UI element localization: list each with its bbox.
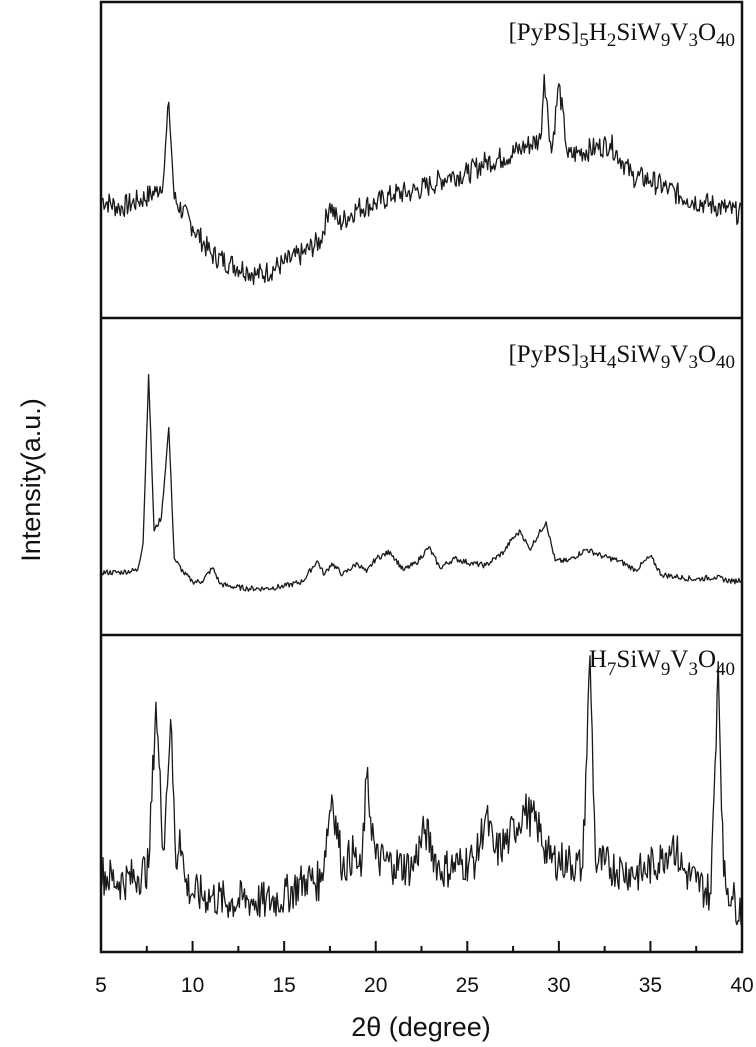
xrd-traces [100, 73, 743, 926]
plot-frame [99, 0, 744, 954]
panel-label-1: [PyPS]5H2SiW9V3O40 [508, 19, 735, 51]
xrd-trace-panel-1 [100, 73, 743, 286]
x-tick-label: 20 [364, 974, 387, 997]
x-tick-label: 10 [181, 974, 204, 997]
x-axis-ticks: 5 10 15 20 25 30 35 40 [95, 941, 754, 997]
x-axis-title: 2θ (degree) [351, 1012, 491, 1042]
xrd-trace-panel-2 [100, 373, 743, 592]
panel-labels: [PyPS]5H2SiW9V3O40 [PyPS]3H4SiW9V3O40 H7Si… [508, 19, 735, 680]
x-tick-label: 5 [95, 974, 107, 997]
x-tick-label: 35 [639, 974, 662, 997]
x-tick-label: 25 [456, 974, 479, 997]
x-tick-label: 30 [547, 974, 570, 997]
y-axis-title: Intensity(a.u.) [16, 398, 46, 562]
panel-label-2: [PyPS]3H4SiW9V3O40 [508, 341, 735, 373]
x-tick-label: 15 [272, 974, 295, 997]
xrd-trace-panel-3 [100, 655, 743, 926]
panel-label-3: H7SiW9V3O40 [589, 646, 735, 680]
x-tick-label: 40 [730, 974, 753, 997]
